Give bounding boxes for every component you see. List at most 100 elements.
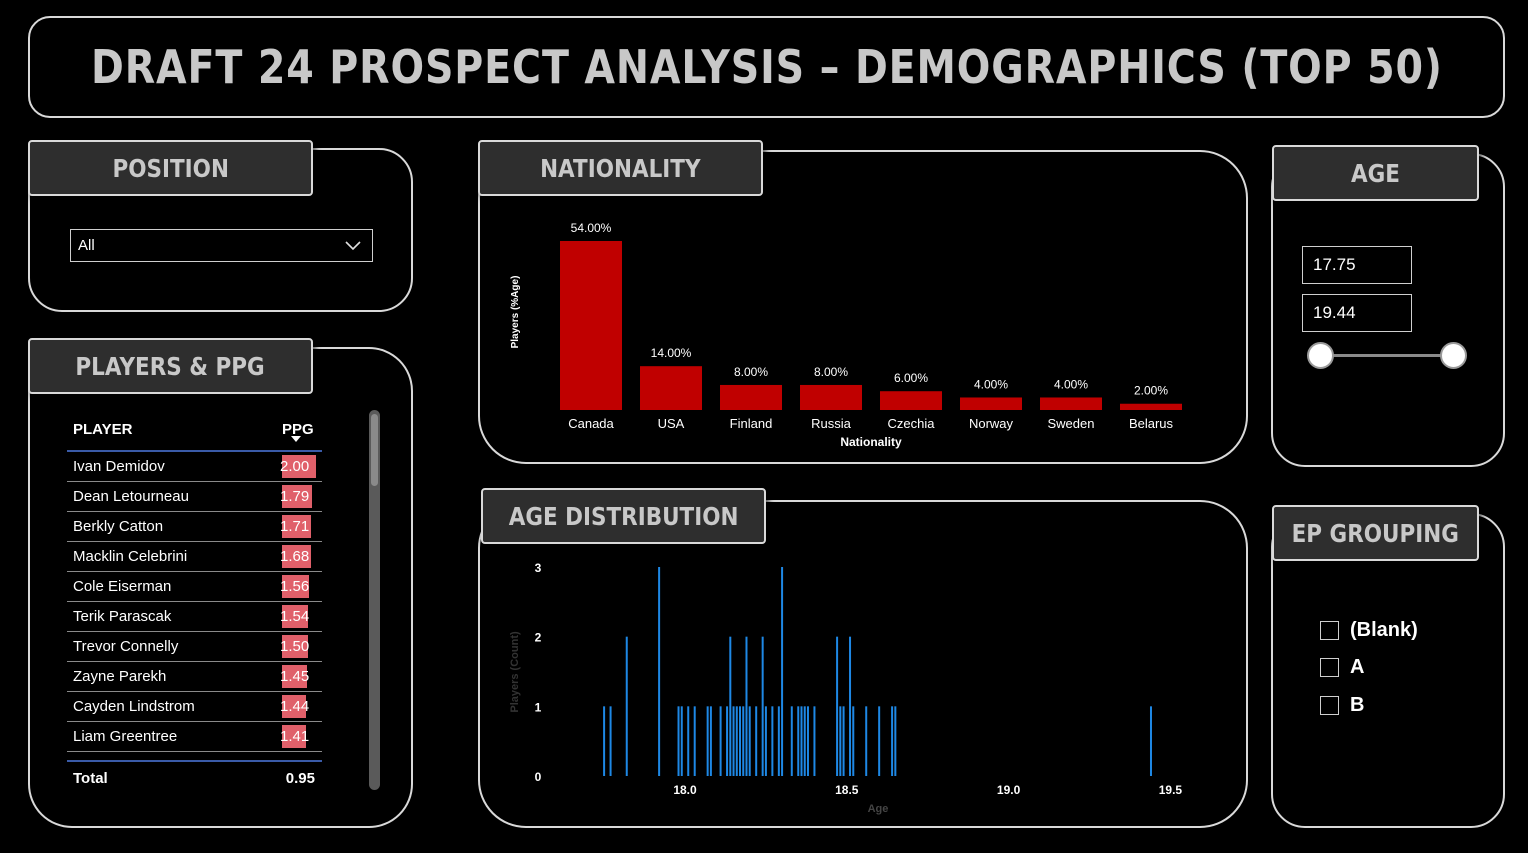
table-row[interactable]: Liam Greentree 1.41 bbox=[67, 721, 322, 752]
age-bar bbox=[849, 636, 852, 776]
total-label: Total bbox=[73, 770, 108, 787]
age-bar bbox=[797, 706, 800, 776]
age-bar bbox=[761, 636, 764, 776]
checkbox[interactable] bbox=[1320, 621, 1339, 640]
nationality-tick-label: Czechia bbox=[888, 416, 936, 431]
ep-option-a[interactable]: A bbox=[1320, 656, 1364, 679]
table-scrollbar-thumb[interactable] bbox=[371, 414, 378, 486]
player-ppg: 1.79 bbox=[280, 488, 310, 505]
ep-option-b[interactable]: B bbox=[1320, 694, 1364, 717]
ppg-data-bar bbox=[282, 635, 308, 658]
table-row[interactable]: Trevor Connelly 1.50 bbox=[67, 631, 322, 662]
checkbox[interactable] bbox=[1320, 696, 1339, 715]
age-max-input[interactable]: 19.44 bbox=[1302, 294, 1412, 332]
nationality-tick-label: Russia bbox=[811, 416, 852, 431]
player-name: Zayne Parekh bbox=[67, 661, 276, 692]
age-bar bbox=[878, 706, 881, 776]
nationality-panel bbox=[478, 150, 1248, 464]
nationality-x-axis-title: Nationality bbox=[840, 435, 902, 449]
player-name: Liam Greentree bbox=[67, 721, 276, 752]
age-bar bbox=[680, 706, 683, 776]
table-row[interactable]: Cayden Lindstrom 1.44 bbox=[67, 691, 322, 722]
nationality-data-label: 4.00% bbox=[974, 377, 1008, 391]
age-bar bbox=[693, 706, 696, 776]
nationality-tick-label: Sweden bbox=[1048, 416, 1095, 431]
nationality-bar bbox=[1040, 397, 1102, 410]
table-scrollbar[interactable] bbox=[369, 410, 380, 790]
age-x-tick-label: 19.5 bbox=[1159, 783, 1183, 797]
player-ppg: 1.50 bbox=[280, 638, 310, 655]
age-bar bbox=[836, 636, 839, 776]
player-ppg: 1.41 bbox=[280, 728, 310, 745]
nationality-chart: 54.00% Canada 14.00% USA 8.00% Finland 8.00% Ru… bbox=[510, 221, 1182, 449]
age-slider-track[interactable] bbox=[1320, 354, 1454, 357]
checkbox[interactable] bbox=[1320, 658, 1339, 677]
nationality-tick-label: USA bbox=[658, 416, 685, 431]
player-name: Cole Eiserman bbox=[67, 571, 276, 602]
position-dropdown[interactable]: All bbox=[70, 229, 373, 262]
age-bar bbox=[813, 706, 816, 776]
player-ppg: 2.00 bbox=[280, 458, 310, 475]
column-header-ppg[interactable]: PPG bbox=[276, 408, 322, 452]
age-bar bbox=[729, 636, 732, 776]
age-tab: AGE bbox=[1272, 145, 1479, 201]
nationality-data-label: 4.00% bbox=[1054, 377, 1088, 391]
chevron-down-icon bbox=[345, 241, 361, 251]
age-y-tick-label: 2 bbox=[535, 631, 542, 645]
player-name: Berkly Catton bbox=[67, 511, 276, 542]
age-slider-min-handle[interactable] bbox=[1307, 342, 1334, 369]
nationality-bar bbox=[960, 397, 1022, 410]
age-distribution-panel bbox=[478, 500, 1248, 828]
age-bar bbox=[709, 706, 712, 776]
age-bar bbox=[719, 706, 722, 776]
table-row[interactable]: Berkly Catton 1.71 bbox=[67, 511, 322, 542]
age-y-tick-label: 1 bbox=[535, 700, 542, 714]
nationality-data-label: 14.00% bbox=[651, 346, 692, 360]
age-bar bbox=[790, 706, 793, 776]
ppg-data-bar bbox=[282, 605, 308, 628]
table-row[interactable]: Zayne Parekh 1.45 bbox=[67, 661, 322, 692]
age-bar bbox=[806, 706, 809, 776]
table-row[interactable]: Macklin Celebrini 1.68 bbox=[67, 541, 322, 572]
player-ppg-cell: 1.54 bbox=[276, 601, 322, 632]
player-ppg-cell: 1.56 bbox=[276, 571, 322, 602]
age-x-axis-title: Age bbox=[868, 803, 889, 815]
ppg-data-bar bbox=[282, 455, 316, 478]
age-bar bbox=[894, 706, 897, 776]
age-bar bbox=[706, 706, 709, 776]
nationality-tick-label: Belarus bbox=[1129, 416, 1174, 431]
position-tab: POSITION bbox=[28, 140, 313, 196]
age-bar bbox=[625, 636, 628, 776]
ppg-data-bar bbox=[282, 575, 309, 598]
nationality-tick-label: Canada bbox=[568, 416, 614, 431]
age-x-tick-label: 18.5 bbox=[835, 783, 859, 797]
age-bar bbox=[771, 706, 774, 776]
player-ppg-cell: 1.50 bbox=[276, 631, 322, 662]
total-value: 0.95 bbox=[285, 770, 315, 787]
age-bar bbox=[687, 706, 690, 776]
table-row[interactable]: Ivan Demidov 2.00 bbox=[67, 451, 322, 482]
age-min-input[interactable]: 17.75 bbox=[1302, 246, 1412, 284]
age-bar bbox=[742, 706, 745, 776]
position-selected-value: All bbox=[78, 237, 95, 254]
table-row[interactable]: Dean Letourneau 1.79 bbox=[67, 481, 322, 512]
ppg-data-bar bbox=[282, 665, 307, 688]
column-header-player[interactable]: PLAYER bbox=[67, 408, 276, 452]
nationality-data-label: 2.00% bbox=[1134, 384, 1168, 398]
ppg-data-bar bbox=[282, 695, 306, 718]
nationality-bar bbox=[880, 391, 942, 410]
table-row[interactable]: Terik Parascak 1.54 bbox=[67, 601, 322, 632]
ppg-data-bar bbox=[282, 515, 311, 538]
ep-option-blank[interactable]: (Blank) bbox=[1320, 619, 1418, 642]
age-y-tick-label: 3 bbox=[535, 561, 542, 575]
nationality-data-label: 8.00% bbox=[814, 365, 848, 379]
player-name: Dean Letourneau bbox=[67, 481, 276, 512]
player-ppg: 1.56 bbox=[280, 578, 310, 595]
age-bar bbox=[735, 706, 738, 776]
age-slider-max-handle[interactable] bbox=[1440, 342, 1467, 369]
player-name: Ivan Demidov bbox=[67, 451, 276, 482]
table-row[interactable]: Cole Eiserman 1.56 bbox=[67, 571, 322, 602]
player-ppg: 1.68 bbox=[280, 548, 310, 565]
age-bar bbox=[603, 706, 606, 776]
age-bar bbox=[658, 567, 661, 776]
